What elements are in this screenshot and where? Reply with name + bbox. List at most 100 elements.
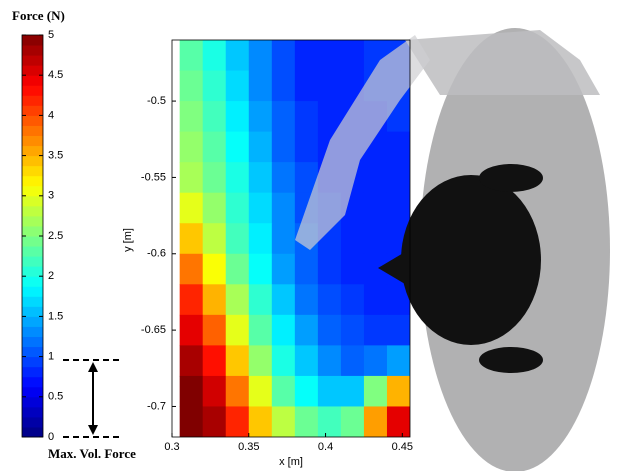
heat-cell — [295, 345, 319, 376]
heat-cell — [203, 40, 227, 71]
heat-cell — [226, 132, 250, 163]
heat-cell — [341, 376, 365, 407]
colorbar-swatch — [22, 176, 43, 187]
heat-cell — [364, 223, 388, 254]
colorbar-swatch — [22, 407, 43, 418]
colorbar-swatch — [22, 286, 43, 297]
colorbar-tick-label: 4.5 — [48, 69, 63, 81]
y-tick-label: -0.55 — [141, 171, 166, 183]
colorbar-swatch — [22, 417, 43, 428]
heat-cell — [318, 406, 342, 437]
heat-cell — [295, 284, 319, 315]
heat-cell — [226, 40, 250, 71]
x-tick-label: 0.3 — [164, 441, 179, 453]
heat-cell — [180, 162, 204, 193]
colorbar-tick-label: 3.5 — [48, 150, 63, 162]
heat-cell — [272, 193, 296, 224]
colorbar-swatch — [22, 45, 43, 56]
heat-cell — [249, 223, 273, 254]
heat-cell — [226, 223, 250, 254]
heat-cell — [180, 71, 204, 102]
colorbar-swatch — [22, 75, 43, 86]
heat-cell — [180, 40, 204, 71]
colorbar-swatch — [22, 326, 43, 337]
heat-cell — [249, 162, 273, 193]
heat-cell — [249, 376, 273, 407]
heat-cell — [272, 284, 296, 315]
heat-cell — [226, 376, 250, 407]
heat-cell — [272, 376, 296, 407]
colorbar-tick-label: 0 — [48, 431, 54, 443]
heat-cell — [272, 345, 296, 376]
colorbar-swatch — [22, 316, 43, 327]
heat-cell — [272, 254, 296, 285]
heat-cell — [249, 40, 273, 71]
colorbar-swatch — [22, 125, 43, 136]
heat-cell — [203, 315, 227, 346]
heat-cell — [180, 132, 204, 163]
y-tick-label: -0.5 — [147, 95, 166, 107]
heat-cell — [203, 284, 227, 315]
colorbar-swatch — [22, 367, 43, 378]
colorbar-swatch — [22, 65, 43, 76]
heat-cell — [318, 376, 342, 407]
heat-cell — [341, 223, 365, 254]
heat-cell — [295, 315, 319, 346]
colorbar-swatch — [22, 276, 43, 287]
colorbar-title: Force (N) — [12, 8, 65, 23]
heat-cell — [272, 132, 296, 163]
x-tick-label: 0.45 — [392, 441, 413, 453]
colorbar-swatch — [22, 166, 43, 177]
heat-cell — [387, 315, 411, 346]
heat-cell — [272, 406, 296, 437]
heat-cell — [249, 101, 273, 132]
heat-cell — [341, 284, 365, 315]
colorbar-tick-label: 0.5 — [48, 391, 63, 403]
colorbar-swatch — [22, 35, 43, 46]
colorbar-swatch — [22, 115, 43, 126]
x-tick-label: 0.35 — [238, 441, 259, 453]
annotation: Max. Vol. Force — [48, 446, 136, 461]
colorbar-swatch — [22, 377, 43, 388]
heat-cell — [249, 254, 273, 285]
heat-cell — [203, 132, 227, 163]
heat-cell — [180, 406, 204, 437]
max-vol-force-marker — [63, 360, 120, 437]
heat-cell — [226, 162, 250, 193]
heat-cell — [203, 71, 227, 102]
heat-cell — [318, 284, 342, 315]
heat-cell — [364, 193, 388, 224]
heat-cell — [180, 101, 204, 132]
heat-cell — [203, 254, 227, 285]
colorbar-swatch — [22, 246, 43, 257]
colorbar-swatch — [22, 347, 43, 358]
heat-cell — [203, 162, 227, 193]
colorbar-swatch — [22, 136, 43, 147]
y-tick-label: -0.65 — [141, 324, 166, 336]
heat-cell — [364, 376, 388, 407]
colorbar-swatch — [22, 236, 43, 247]
x-tick-label: 0.4 — [318, 441, 333, 453]
heat-cell — [203, 101, 227, 132]
heat-cell — [318, 254, 342, 285]
heat-cell — [295, 254, 319, 285]
y-tick-label: -0.6 — [147, 248, 166, 260]
heat-cell — [341, 315, 365, 346]
colorbar-swatch — [22, 337, 43, 348]
heat-cell — [341, 406, 365, 437]
heat-cell — [249, 284, 273, 315]
colorbar-swatch — [22, 146, 43, 157]
chart: Force (N) Max. Vol. Force x [m] y [m] 0.… — [0, 0, 625, 471]
heat-cell — [180, 193, 204, 224]
colorbar-swatch — [22, 105, 43, 116]
colorbar-swatch — [22, 357, 43, 368]
colorbar-tick-label: 4 — [48, 109, 54, 121]
colorbar-swatch — [22, 156, 43, 167]
heat-cell — [387, 193, 411, 224]
heat-cell — [203, 223, 227, 254]
heat-cell — [364, 345, 388, 376]
heat-cell — [226, 71, 250, 102]
heat-cell — [318, 345, 342, 376]
colorbar-swatch — [22, 206, 43, 217]
heat-cell — [387, 132, 411, 163]
